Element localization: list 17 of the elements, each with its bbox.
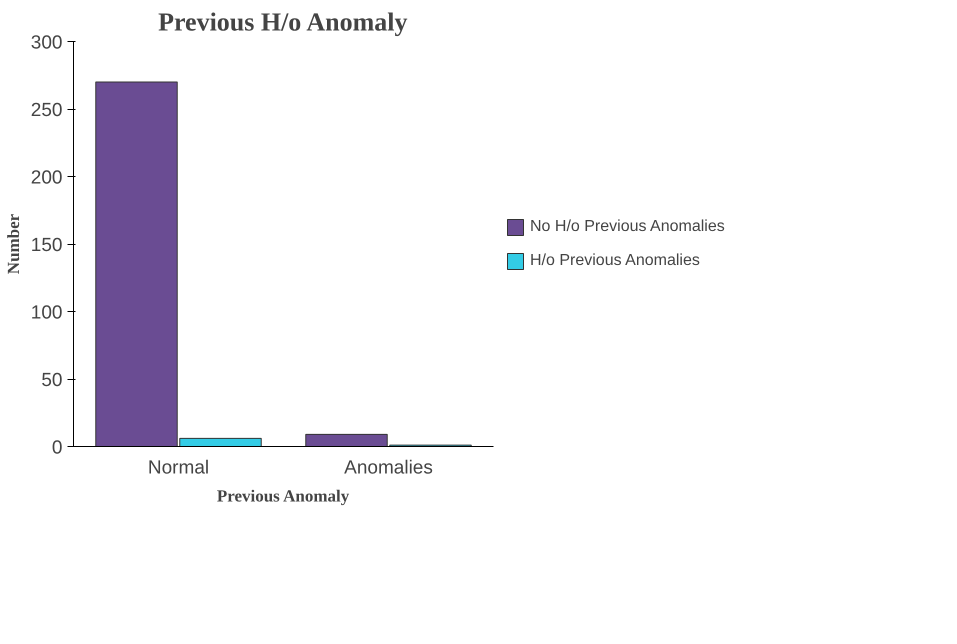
x-tick-label: Normal (148, 458, 210, 478)
legend-label: H/o Previous Anomalies (530, 252, 700, 270)
bar (179, 438, 262, 446)
y-tick-label: 0 (52, 438, 63, 458)
legend-label: No H/o Previous Anomalies (530, 218, 725, 236)
y-tick-label: 100 (30, 302, 62, 324)
y-tick-label: 300 (30, 32, 62, 54)
x-axis-title: Previous Anomaly (216, 486, 350, 506)
y-tick-label: 50 (41, 370, 63, 391)
y-tick-label: 250 (30, 100, 62, 121)
y-tick-label: 150 (30, 235, 62, 256)
chart-title: Previous H/o Anomaly (158, 8, 408, 36)
y-tick-label: 200 (30, 168, 62, 188)
x-tick-label: Anomalies (344, 458, 433, 478)
bar (95, 82, 178, 446)
bar (305, 434, 388, 446)
y-axis-title: Number (4, 213, 23, 274)
